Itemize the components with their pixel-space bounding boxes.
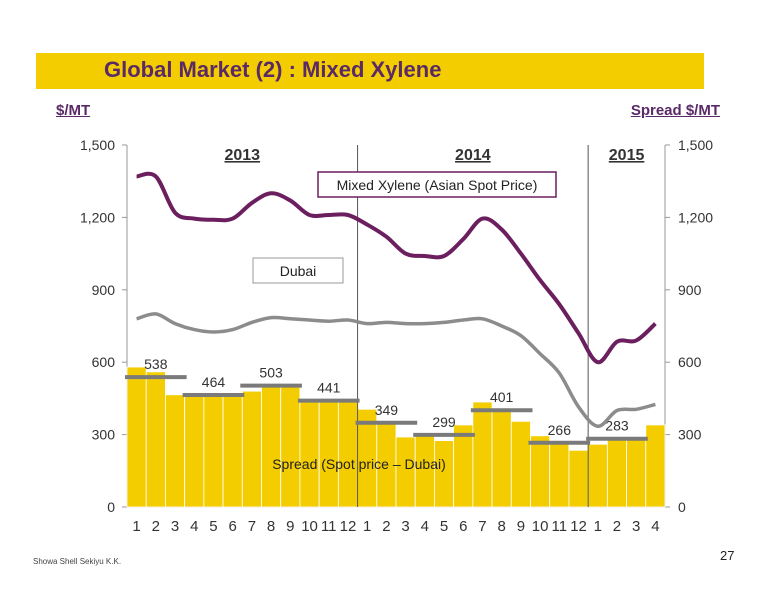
spread-bar [261, 384, 282, 508]
spread-bar [626, 436, 647, 508]
mixed-xylene-annotation: Mixed Xylene (Asian Spot Price) [337, 177, 538, 193]
x-category-label: 11 [552, 518, 568, 535]
spread-bar [165, 394, 186, 508]
spread-bar [337, 400, 358, 508]
quarter-average-label: 349 [375, 402, 399, 418]
x-category-label: 12 [340, 518, 357, 535]
spread-bar [606, 437, 627, 508]
quarter-average-label: 464 [202, 374, 226, 390]
dubai-line [136, 312, 656, 428]
right-ytick-label: 900 [678, 282, 702, 298]
x-category-label: 10 [301, 518, 318, 535]
dubai-annotation-box [252, 257, 344, 284]
left-ytick-label: 0 [107, 499, 115, 515]
left-ytick-label: 1,200 [80, 209, 115, 225]
x-category-label: 5 [209, 518, 217, 535]
left-ytick-label: 300 [92, 427, 116, 443]
quarter-average-label: 266 [548, 422, 572, 438]
year-label: 2015 [609, 147, 645, 164]
x-category-label: 7 [248, 518, 256, 535]
mixed-xylene-annotation-box [317, 171, 557, 198]
x-category-label: 1 [594, 518, 602, 535]
x-category-label: 9 [517, 518, 525, 535]
x-category-label: 8 [267, 518, 275, 535]
x-category-label: 5 [440, 518, 448, 535]
left-ytick-label: 900 [92, 282, 116, 298]
spread-bar [184, 394, 205, 508]
right-ytick-label: 1,500 [678, 137, 713, 153]
x-category-label: 2 [613, 518, 621, 535]
x-category-label: 2 [382, 518, 390, 535]
quarter-average-label: 503 [259, 365, 283, 381]
spread-bar [318, 400, 339, 508]
x-category-label: 1 [363, 518, 371, 535]
x-category-label: 9 [286, 518, 294, 535]
spread-bar [145, 371, 166, 508]
right-ytick-label: 0 [678, 499, 686, 515]
spread-bar [126, 366, 147, 508]
spread-bar [568, 449, 589, 508]
x-category-label: 7 [478, 518, 486, 535]
footer-company: Showa Shell Sekiyu K.K. [33, 557, 122, 566]
dubai-annotation: Dubai [280, 263, 317, 279]
x-category-label: 10 [532, 518, 549, 535]
x-category-label: 3 [171, 518, 179, 535]
x-category-label: 11 [321, 518, 337, 535]
x-category-label: 4 [421, 518, 429, 535]
right-ytick-label: 300 [678, 427, 702, 443]
spread-bar [587, 443, 608, 508]
spread-bar [530, 435, 551, 508]
year-label: 2013 [224, 147, 260, 164]
spread-bar [453, 424, 474, 508]
right-ytick-label: 600 [678, 354, 702, 370]
x-category-label: 4 [190, 518, 198, 535]
spread-bar [645, 424, 666, 508]
quarter-average-label: 401 [490, 389, 514, 405]
quarter-average-label: 538 [144, 356, 168, 372]
x-category-label: 4 [651, 518, 659, 535]
title-bar: Global Market (2) : Mixed Xylene [36, 53, 704, 89]
left-ytick-label: 1,500 [80, 137, 115, 153]
spread-bar [434, 440, 455, 508]
x-category-label: 12 [570, 518, 587, 535]
quarter-average-label: 283 [605, 418, 629, 434]
spread-bar [491, 407, 512, 508]
spread-bar [549, 441, 570, 508]
spread-bar [472, 401, 493, 508]
spread-annotation: Spread (Spot price – Dubai) [272, 456, 446, 472]
spread-bar [241, 390, 262, 508]
right-axis-unit-label: Spread $/MT [630, 102, 720, 119]
spread-bar [299, 400, 320, 508]
page-number: 27 [720, 548, 735, 563]
slide-title: Global Market (2) : Mixed Xylene [104, 57, 442, 82]
x-category-label: 6 [459, 518, 467, 535]
x-category-label: 1 [132, 518, 140, 535]
spread-bar [510, 420, 531, 508]
x-category-label: 3 [632, 518, 640, 535]
quarter-average-label: 299 [432, 414, 456, 430]
spread-bar [222, 394, 243, 508]
left-ytick-label: 600 [92, 354, 116, 370]
quarter-average-label: 441 [317, 380, 341, 396]
left-axis-unit-label: $/MT [56, 102, 91, 119]
x-category-label: 8 [498, 518, 506, 535]
spread-bar [395, 436, 416, 508]
right-ytick-label: 1,200 [678, 209, 713, 225]
mixed-xylene-line [136, 171, 657, 365]
x-category-label: 6 [229, 518, 237, 535]
x-category-label: 3 [401, 518, 409, 535]
year-label: 2014 [455, 147, 491, 164]
spread-bar [280, 385, 301, 508]
spread-bar [203, 394, 224, 508]
x-category-label: 2 [152, 518, 160, 535]
